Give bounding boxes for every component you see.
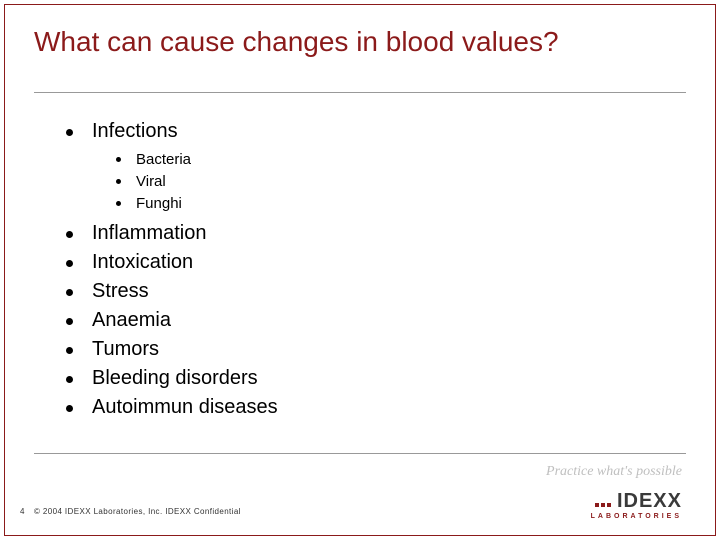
- content-area: Infections Bacteria Viral Funghi Inflamm…: [66, 118, 686, 423]
- list-item-label: Inflammation: [92, 222, 207, 244]
- list-item: Anaemia: [66, 307, 686, 334]
- sub-list: Bacteria Viral Funghi: [116, 149, 686, 214]
- slide-title: What can cause changes in blood values?: [34, 26, 559, 58]
- list-item: Inflammation: [66, 220, 686, 247]
- logo-sub-text: LABORATORIES: [591, 513, 682, 520]
- title-divider: [34, 92, 686, 93]
- list-item: Stress: [66, 278, 686, 305]
- list-item: Bacteria: [116, 149, 686, 170]
- list-item-label: Bacteria: [136, 151, 191, 168]
- list-item-label: Anaemia: [92, 309, 171, 331]
- list-item: Autoimmun diseases: [66, 394, 686, 421]
- footer-copyright: © 2004 IDEXX Laboratories, Inc. IDEXX Co…: [34, 507, 241, 516]
- idexx-logo: IDEXX LABORATORIES: [591, 491, 682, 520]
- list-item-label: Stress: [92, 280, 149, 302]
- page-number: 4: [20, 507, 24, 516]
- list-item-label: Autoimmun diseases: [92, 396, 278, 418]
- logo-dots-icon: [595, 495, 613, 511]
- list-item: Bleeding disorders: [66, 365, 686, 392]
- tagline: Practice what's possible: [546, 464, 682, 480]
- list-item-label: Funghi: [136, 195, 182, 212]
- list-item-label: Viral: [136, 173, 166, 190]
- list-item-label: Intoxication: [92, 251, 193, 273]
- list-item: Viral: [116, 171, 686, 192]
- list-item-label: Bleeding disorders: [92, 367, 258, 389]
- logo-main-text: IDEXX: [617, 490, 682, 512]
- list-item-label: Infections: [92, 120, 178, 142]
- list-item: Tumors: [66, 336, 686, 363]
- list-item: Intoxication: [66, 249, 686, 276]
- list-item: Infections Bacteria Viral Funghi: [66, 118, 686, 214]
- list-item: Funghi: [116, 193, 686, 214]
- bullet-list: Infections Bacteria Viral Funghi Inflamm…: [66, 118, 686, 421]
- footer-divider: [34, 453, 686, 454]
- list-item-label: Tumors: [92, 338, 159, 360]
